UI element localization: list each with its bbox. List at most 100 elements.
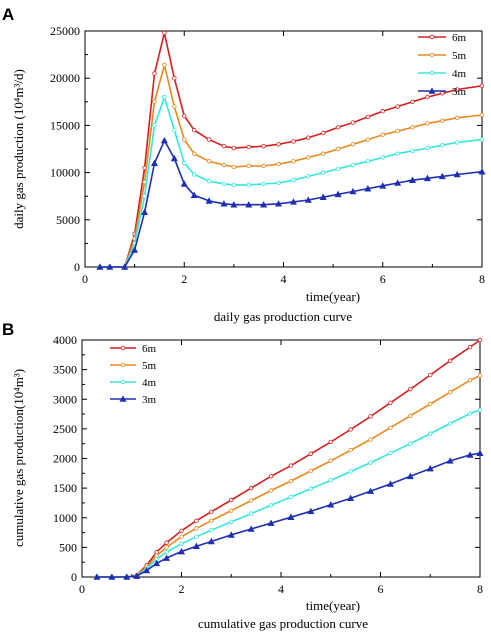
data-point xyxy=(425,121,430,126)
data-point xyxy=(142,193,147,199)
data-point xyxy=(268,474,274,479)
x-tick-label: 8 xyxy=(477,582,483,596)
data-point xyxy=(291,139,296,144)
data-point xyxy=(275,200,283,207)
x-tick-label: 0 xyxy=(82,272,88,286)
series-line-6m xyxy=(99,32,483,268)
data-point xyxy=(335,125,341,130)
data-point xyxy=(365,159,371,164)
data-point xyxy=(304,196,312,203)
data-point xyxy=(440,143,445,148)
data-point xyxy=(466,451,474,458)
data-point xyxy=(123,573,131,580)
data-point xyxy=(194,534,199,539)
legend-marker xyxy=(120,379,126,385)
legend-marker xyxy=(119,395,127,402)
y-tick-label: 500 xyxy=(59,540,77,554)
data-point xyxy=(410,125,415,130)
data-point xyxy=(221,143,227,149)
data-point xyxy=(150,159,158,166)
legend-label: 3m xyxy=(452,86,467,98)
y-tick-label: 25000 xyxy=(50,24,80,38)
data-point xyxy=(365,137,371,142)
data-point xyxy=(308,451,314,456)
data-point xyxy=(380,132,385,138)
data-point xyxy=(179,541,184,547)
legend-entry-6m: 6m xyxy=(110,343,157,355)
data-point xyxy=(328,458,333,464)
data-point xyxy=(476,449,484,456)
data-point xyxy=(179,534,184,539)
data-point xyxy=(426,464,434,472)
data-point xyxy=(365,114,371,120)
data-point xyxy=(368,460,373,465)
legend-entry-3m: 3m xyxy=(110,394,157,406)
data-point xyxy=(408,386,413,392)
data-point xyxy=(231,164,237,170)
data-point xyxy=(154,553,159,558)
data-point xyxy=(260,201,268,208)
legend-marker xyxy=(429,70,435,76)
data-point xyxy=(246,144,251,150)
y-tick-label: 2000 xyxy=(53,452,77,466)
data-point xyxy=(453,170,461,178)
panel-b-xlabel: time(year) xyxy=(306,598,360,613)
data-point xyxy=(164,540,169,545)
legend-entry-5m: 5m xyxy=(110,360,157,372)
series-4m xyxy=(97,94,485,270)
data-point xyxy=(440,91,445,96)
data-point xyxy=(154,549,159,555)
data-point xyxy=(164,545,169,550)
data-point xyxy=(182,160,187,166)
data-point xyxy=(395,128,400,134)
data-point xyxy=(245,201,253,208)
panel-b-letter: B xyxy=(2,320,14,339)
legend-entry-4m: 4m xyxy=(110,377,157,389)
data-point xyxy=(180,180,188,187)
data-point xyxy=(347,494,355,501)
data-point xyxy=(209,509,214,515)
data-point xyxy=(261,181,266,187)
data-point xyxy=(172,104,177,109)
data-point xyxy=(425,94,430,100)
data-point xyxy=(248,511,254,516)
data-point xyxy=(206,137,212,142)
legend-entry-3m: 3m xyxy=(418,86,467,98)
data-point xyxy=(261,163,266,169)
data-point xyxy=(478,168,486,175)
data-point xyxy=(380,109,385,114)
data-point xyxy=(246,163,251,169)
data-point xyxy=(428,372,433,378)
data-point xyxy=(308,486,314,491)
data-point xyxy=(328,478,333,483)
data-point xyxy=(96,263,104,270)
data-point xyxy=(182,137,187,142)
data-point xyxy=(191,127,197,133)
data-point xyxy=(479,112,485,118)
x-tick-label: 2 xyxy=(181,272,187,286)
y-tick-label: 3500 xyxy=(53,363,77,377)
data-point xyxy=(221,181,227,187)
data-point xyxy=(276,142,281,147)
data-point xyxy=(306,135,311,140)
data-point xyxy=(454,140,460,145)
legend-label: 5m xyxy=(142,360,157,372)
data-point xyxy=(289,198,297,205)
legend-label: 6m xyxy=(142,343,157,355)
data-point xyxy=(388,400,393,406)
panel-a-xlabel: time(year) xyxy=(306,289,360,304)
data-point xyxy=(306,174,311,179)
data-point xyxy=(131,246,139,253)
data-point xyxy=(220,200,228,207)
data-point xyxy=(108,573,116,580)
x-tick-label: 2 xyxy=(179,582,185,596)
data-point xyxy=(307,507,315,515)
data-point xyxy=(231,145,237,151)
data-point xyxy=(410,99,415,104)
data-point xyxy=(409,176,417,183)
data-point xyxy=(467,378,473,383)
x-tick-label: 6 xyxy=(380,272,386,286)
data-point xyxy=(410,148,415,154)
data-point xyxy=(319,193,327,200)
data-point xyxy=(467,411,473,416)
